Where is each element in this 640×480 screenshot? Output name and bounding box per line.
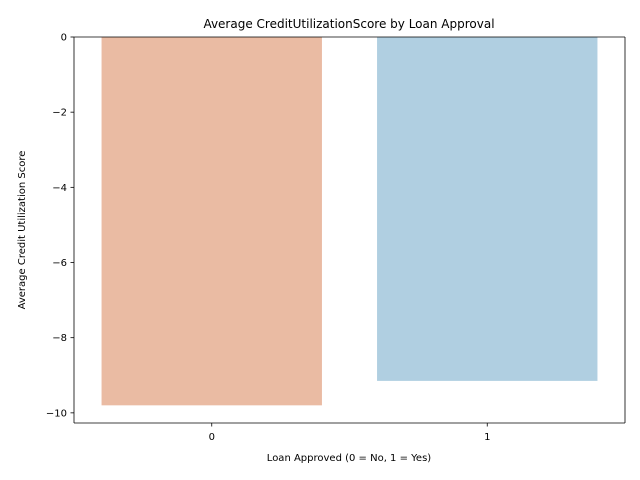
y-tick-label: −2 xyxy=(52,108,67,119)
bar-1 xyxy=(377,37,598,381)
x-axis-label: Loan Approved (0 = No, 1 = Yes) xyxy=(267,453,431,464)
y-tick-label: −4 xyxy=(52,183,67,194)
axes-group xyxy=(73,36,626,424)
y-axis-label: Average Credit Utilization Score xyxy=(17,151,28,310)
y-tick-label: −8 xyxy=(52,333,67,344)
chart-title: Average CreditUtilizationScore by Loan A… xyxy=(203,17,494,31)
y-ticks-group: 0 −2 −4 −6 −8 −10 xyxy=(46,33,74,419)
x-tick-label: 1 xyxy=(484,432,490,443)
bars-group xyxy=(101,37,598,406)
y-tick-label: −6 xyxy=(52,258,67,269)
y-tick-label: −10 xyxy=(46,408,67,419)
bar-0 xyxy=(101,37,322,406)
x-tick-label: 0 xyxy=(209,432,215,443)
y-tick-label: 0 xyxy=(61,33,67,44)
